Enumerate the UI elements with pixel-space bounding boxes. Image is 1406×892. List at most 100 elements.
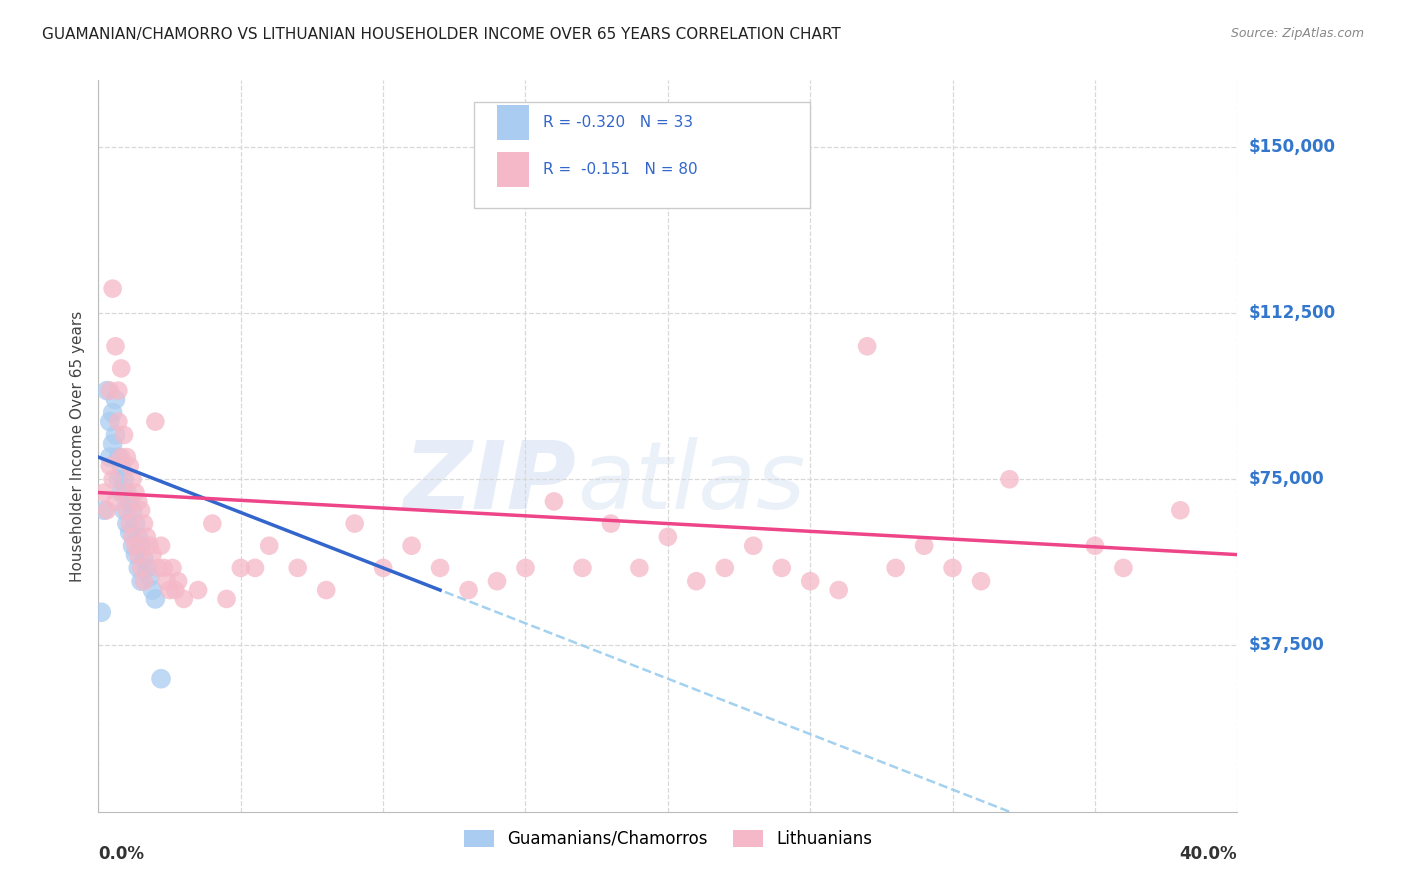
Point (201, 516, 224, 531)
Point (141, 583, 163, 598)
Point (107, 472, 129, 486)
Point (118, 494, 141, 508)
Point (998, 472, 1021, 486)
Point (115, 503, 138, 517)
Point (127, 548, 149, 562)
Point (165, 583, 187, 598)
Point (770, 561, 793, 575)
Point (115, 450, 138, 464)
Point (970, 574, 993, 589)
Point (884, 561, 907, 575)
Point (104, 428, 127, 442)
Bar (498, 105, 529, 140)
Text: Source: ZipAtlas.com: Source: ZipAtlas.com (1230, 27, 1364, 40)
Text: GUAMANIAN/CHAMORRO VS LITHUANIAN HOUSEHOLDER INCOME OVER 65 YEARS CORRELATION CH: GUAMANIAN/CHAMORRO VS LITHUANIAN HOUSEHO… (42, 27, 841, 42)
Text: 40.0%: 40.0% (1180, 845, 1237, 863)
Point (132, 574, 155, 589)
Point (138, 570, 160, 584)
Point (124, 548, 146, 562)
Point (101, 437, 124, 451)
Point (121, 503, 143, 517)
Point (742, 539, 765, 553)
Point (104, 494, 127, 508)
Point (150, 539, 173, 553)
Point (118, 458, 141, 473)
Point (98, 458, 121, 473)
Point (457, 583, 479, 598)
Point (112, 428, 135, 442)
Y-axis label: Householder Income Over 65 years: Householder Income Over 65 years (69, 310, 84, 582)
Point (150, 672, 173, 686)
Point (486, 574, 509, 589)
Text: atlas: atlas (576, 437, 806, 528)
Point (112, 472, 135, 486)
Point (129, 574, 152, 589)
Point (429, 561, 451, 575)
Point (856, 339, 879, 353)
Point (129, 539, 152, 553)
Point (93, 503, 115, 517)
FancyBboxPatch shape (474, 103, 810, 209)
Legend: Guamanians/Chamorros, Lithuanians: Guamanians/Chamorros, Lithuanians (457, 823, 879, 855)
Text: $150,000: $150,000 (1249, 137, 1336, 156)
Point (287, 561, 309, 575)
Point (543, 494, 565, 508)
Point (127, 530, 149, 544)
Point (98, 415, 121, 429)
Text: 0.0%: 0.0% (98, 845, 145, 863)
Point (153, 561, 176, 575)
Point (110, 450, 132, 464)
Point (259, 539, 281, 553)
Point (98, 450, 121, 464)
Point (243, 561, 266, 575)
Point (1084, 539, 1107, 553)
Point (167, 574, 190, 589)
Point (828, 583, 851, 598)
Point (135, 561, 157, 575)
Point (110, 485, 132, 500)
Point (657, 530, 679, 544)
Point (118, 525, 141, 540)
Point (115, 485, 138, 500)
Point (104, 339, 127, 353)
Point (127, 494, 149, 508)
Point (129, 503, 152, 517)
Point (124, 485, 146, 500)
Point (121, 539, 143, 553)
Point (571, 561, 593, 575)
Point (135, 530, 157, 544)
Point (127, 561, 149, 575)
Point (628, 561, 651, 575)
Point (173, 591, 195, 606)
Text: $75,000: $75,000 (1249, 470, 1324, 488)
Text: R = -0.320   N = 33: R = -0.320 N = 33 (543, 115, 693, 130)
Point (115, 516, 138, 531)
Text: $112,500: $112,500 (1249, 304, 1336, 322)
Point (315, 583, 337, 598)
Point (101, 406, 124, 420)
Point (112, 503, 135, 517)
Point (942, 561, 965, 575)
Point (1112, 561, 1135, 575)
Point (148, 561, 170, 575)
Point (799, 574, 821, 589)
Point (118, 516, 141, 531)
Point (132, 516, 155, 531)
Point (107, 415, 129, 429)
Point (129, 561, 152, 575)
Point (121, 472, 143, 486)
Point (215, 591, 238, 606)
Point (90, 605, 112, 619)
Text: R =  -0.151   N = 80: R = -0.151 N = 80 (543, 161, 697, 177)
Point (124, 539, 146, 553)
Point (187, 583, 209, 598)
Point (141, 548, 163, 562)
Point (515, 561, 537, 575)
Point (162, 561, 184, 575)
Point (112, 485, 135, 500)
Point (124, 516, 146, 531)
Point (401, 539, 423, 553)
Point (107, 384, 129, 398)
Point (145, 415, 167, 429)
Point (110, 361, 132, 376)
